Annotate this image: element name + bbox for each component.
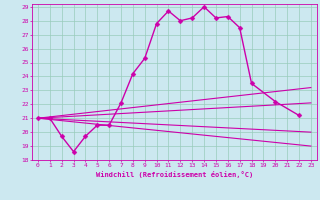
X-axis label: Windchill (Refroidissement éolien,°C): Windchill (Refroidissement éolien,°C) (96, 171, 253, 178)
